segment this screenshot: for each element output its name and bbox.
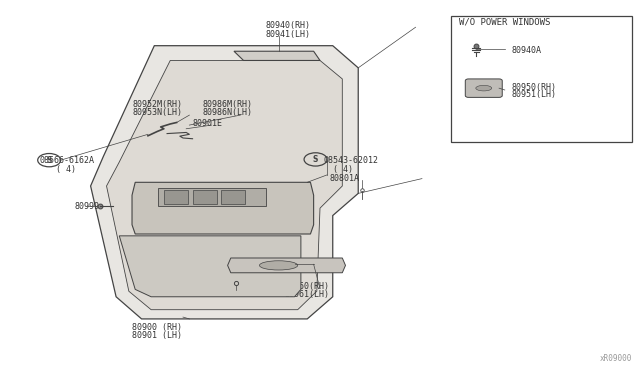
Text: 80900 (RH): 80900 (RH): [132, 323, 182, 331]
FancyBboxPatch shape: [465, 79, 502, 97]
Text: ( 4): ( 4): [56, 165, 76, 174]
Text: 80801A: 80801A: [330, 174, 360, 183]
Bar: [193, 190, 217, 205]
Text: 08543-62012: 08543-62012: [323, 156, 378, 166]
Polygon shape: [157, 188, 266, 206]
Bar: [451, 16, 632, 142]
Polygon shape: [132, 182, 314, 234]
Text: 80900A: 80900A: [218, 282, 248, 291]
Polygon shape: [228, 258, 346, 273]
Polygon shape: [91, 46, 358, 319]
Text: S: S: [313, 155, 318, 164]
Text: 80901E: 80901E: [193, 119, 223, 128]
Text: 80986M(RH): 80986M(RH): [202, 100, 252, 109]
Bar: [221, 190, 246, 205]
Text: 80941(LH): 80941(LH): [266, 30, 311, 39]
Text: W/O POWER WINDOWS: W/O POWER WINDOWS: [459, 17, 550, 26]
Text: 80999: 80999: [75, 202, 100, 211]
Text: 80952M(RH): 80952M(RH): [132, 100, 182, 109]
Text: 80950(RH): 80950(RH): [511, 83, 556, 92]
Text: 80986N(LH): 80986N(LH): [202, 108, 252, 118]
Ellipse shape: [476, 86, 492, 91]
Bar: [164, 190, 188, 205]
Text: 08566-6162A: 08566-6162A: [40, 156, 95, 166]
Text: 80940A: 80940A: [511, 46, 541, 55]
Text: 80961(LH): 80961(LH): [285, 291, 330, 299]
Text: 80940(RH): 80940(RH): [266, 21, 311, 30]
Ellipse shape: [259, 261, 298, 270]
Polygon shape: [119, 236, 301, 297]
Text: 80951(LH): 80951(LH): [511, 90, 556, 99]
Polygon shape: [234, 51, 320, 61]
Polygon shape: [106, 61, 342, 310]
Text: S: S: [47, 155, 52, 165]
Text: xR09000: xR09000: [600, 354, 632, 363]
Text: 80901 (LH): 80901 (LH): [132, 331, 182, 340]
Text: 80960(RH): 80960(RH): [285, 282, 330, 291]
Text: ( 4): ( 4): [333, 165, 353, 174]
Text: 80953N(LH): 80953N(LH): [132, 108, 182, 118]
